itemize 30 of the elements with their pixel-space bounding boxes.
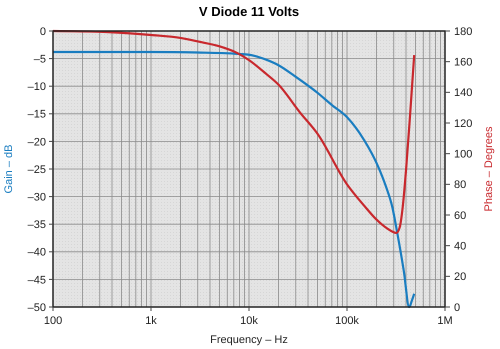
y2-tick-label: 60 <box>454 210 466 222</box>
x-tick-label: 10k <box>240 315 258 327</box>
y-tick-label: –30 <box>28 191 46 204</box>
y-tick-label: –25 <box>28 164 46 176</box>
x-tick-label: 100 <box>44 315 62 327</box>
y-tick-label: –45 <box>28 274 46 286</box>
y2-tick-label: 140 <box>454 87 472 100</box>
y-tick-label: –5 <box>34 53 46 66</box>
y2-tick-label: 0 <box>454 302 460 314</box>
x-tick-label: 100k <box>335 315 360 327</box>
y2-tick-label: 40 <box>454 240 466 253</box>
y-tick-label: –35 <box>28 219 46 232</box>
y2-tick-label: 120 <box>454 118 472 130</box>
y2-tick-label: 160 <box>454 56 472 69</box>
y2-axis-title: Phase – Degrees <box>483 126 495 212</box>
y2-tick-label: 100 <box>454 148 472 161</box>
x-tick-label: 1k <box>145 315 158 327</box>
x-axis-title: Frequency – Hz <box>210 334 288 346</box>
y2-tick-label: 180 <box>454 26 472 38</box>
y-axis-title: Gain – dB <box>3 144 15 194</box>
y-tick-label: –50 <box>28 302 46 314</box>
y-tick-label: –20 <box>28 136 46 148</box>
x-tick-label: 1M <box>437 315 453 327</box>
y-tick-label: –40 <box>28 246 46 259</box>
y-tick-label: –10 <box>28 81 46 94</box>
y-tick-label: –15 <box>28 108 46 121</box>
y2-tick-label: 80 <box>454 179 466 192</box>
chart-title: V Diode 11 Volts <box>198 4 300 19</box>
y-tick-label: 0 <box>40 26 46 38</box>
y2-tick-label: 20 <box>454 271 466 284</box>
